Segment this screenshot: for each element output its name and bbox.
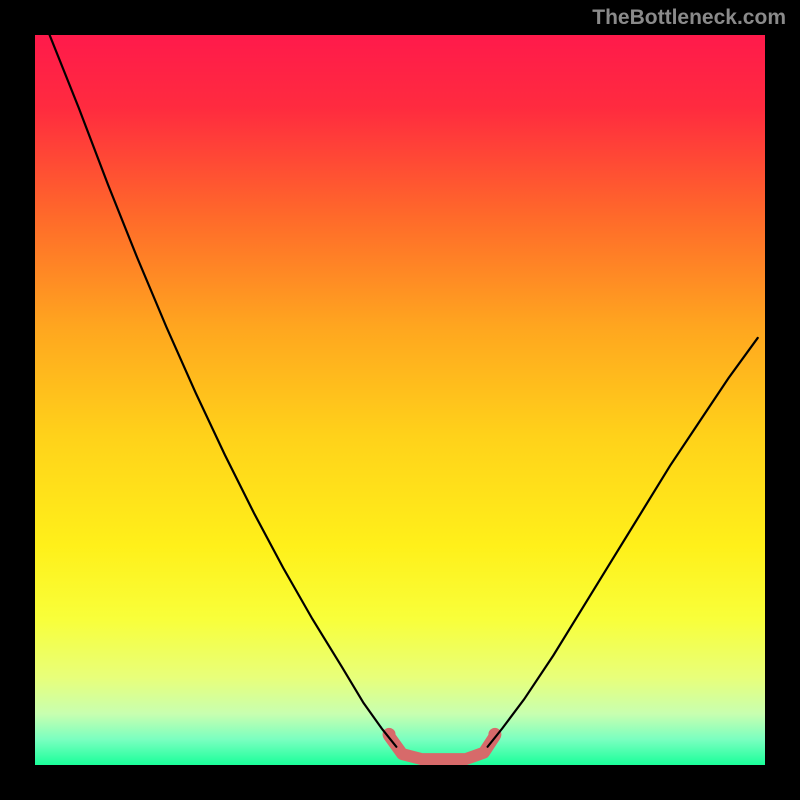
trough-highlight	[389, 736, 495, 759]
right-curve	[488, 338, 758, 747]
curve-svg	[35, 35, 765, 765]
left-curve	[50, 35, 397, 747]
chart-area	[35, 35, 765, 765]
watermark-text: TheBottleneck.com	[592, 6, 786, 30]
